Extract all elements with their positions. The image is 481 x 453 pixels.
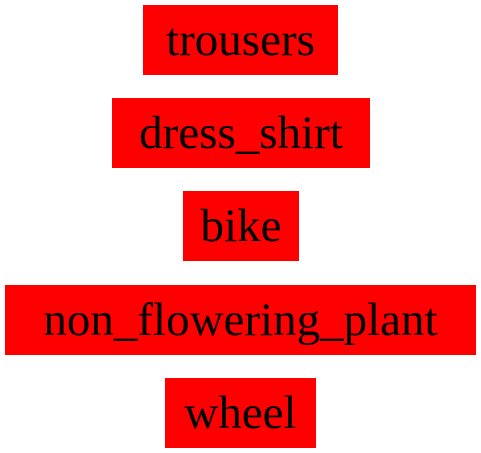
label-trousers: trousers — [143, 5, 338, 75]
label-wheel: wheel — [165, 378, 316, 448]
label-dress-shirt: dress_shirt — [112, 98, 370, 168]
label-non-flowering-plant: non_flowering_plant — [5, 285, 476, 355]
label-bike: bike — [183, 191, 299, 261]
